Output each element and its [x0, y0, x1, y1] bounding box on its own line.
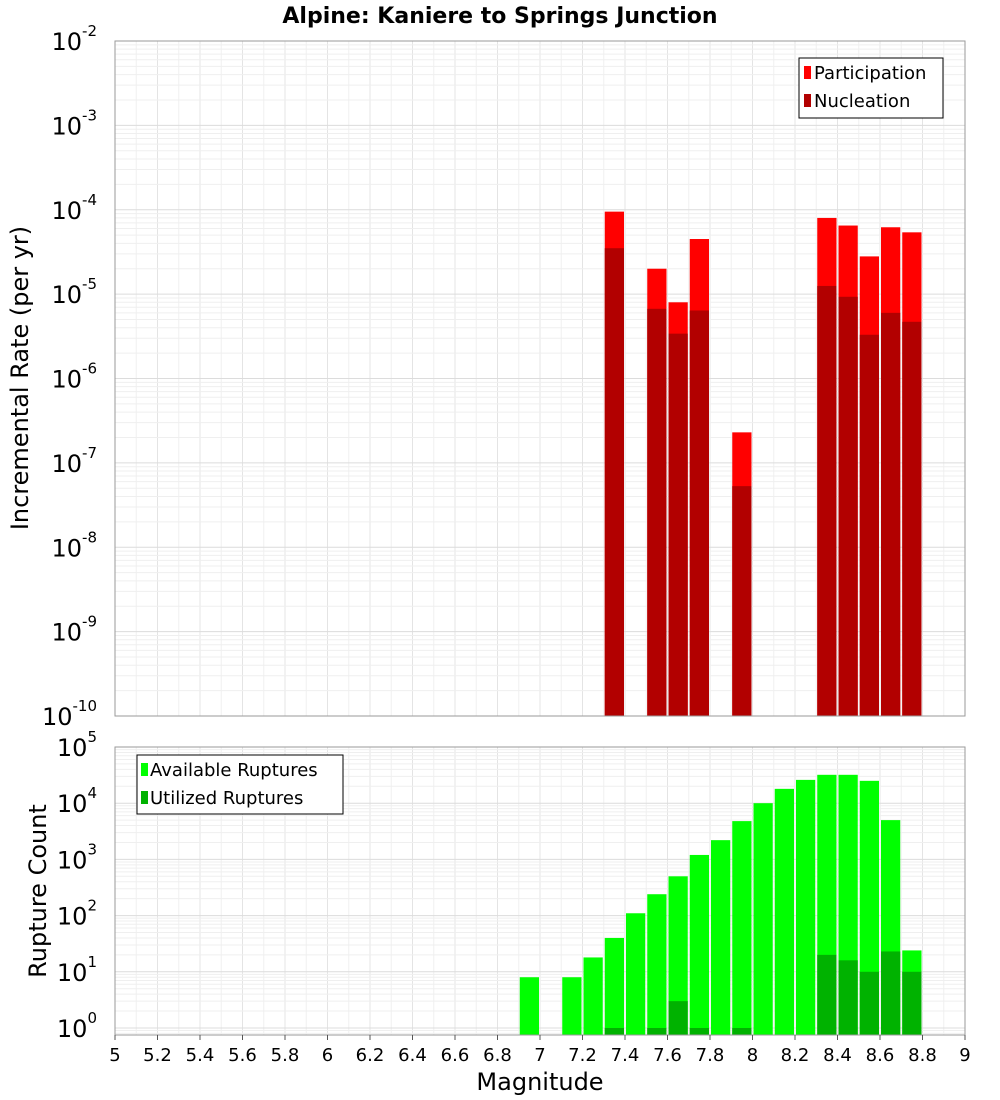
legend-swatch [804, 94, 811, 107]
x-tick-label: 5.6 [228, 1045, 257, 1066]
rate-bar-nucleation [668, 333, 688, 716]
rate-y-tick-label: 10-3 [51, 106, 97, 140]
count-bar-available-ruptures [668, 876, 688, 1035]
x-tick-label: 6.8 [483, 1045, 512, 1066]
x-tick-label: 5.2 [143, 1045, 172, 1066]
rate-bar-nucleation [647, 308, 667, 716]
x-tick-label: 9 [959, 1045, 970, 1066]
count-bar-utilized-ruptures [668, 1001, 688, 1035]
chart-title: Alpine: Kaniere to Springs Junction [282, 4, 717, 29]
x-tick-label: 6.2 [356, 1045, 385, 1066]
count-bar-utilized-ruptures [689, 1027, 709, 1035]
count-bar-utilized-ruptures [859, 971, 879, 1035]
x-tick-label: 7 [534, 1045, 545, 1066]
rate-bar-nucleation [881, 312, 901, 716]
x-tick-label: 7.4 [611, 1045, 640, 1066]
count-bar-utilized-ruptures [881, 951, 901, 1035]
count-bar-utilized-ruptures [647, 1027, 667, 1035]
count-bar-available-ruptures [626, 913, 646, 1035]
count-y-tick-label: 101 [57, 953, 97, 987]
legend-label: Utilized Ruptures [150, 788, 303, 809]
count-bar-available-ruptures [711, 840, 731, 1035]
legend-label: Participation [814, 63, 926, 84]
rate-bar-nucleation [604, 248, 624, 717]
count-y-tick-label: 105 [57, 728, 97, 762]
rate-bar-nucleation [838, 296, 858, 716]
x-tick-label: 8.2 [781, 1045, 810, 1066]
legend-swatch [804, 66, 811, 79]
rate-bar-nucleation [817, 285, 837, 716]
x-axis-label: Magnitude [476, 1068, 603, 1096]
rate-legend [798, 57, 944, 119]
count-bar-available-ruptures [604, 937, 624, 1035]
rate-bar-nucleation [689, 310, 709, 716]
count-bar-utilized-ruptures [838, 960, 858, 1035]
y-axis-label-rate: Incremental Rate (per yr) [6, 226, 34, 530]
legend-swatch [141, 763, 148, 776]
rate-y-tick-label: 10-6 [51, 360, 97, 394]
rate-y-tick-label: 10-8 [51, 528, 97, 562]
rate-y-tick-label: 10-2 [51, 22, 97, 56]
x-tick-label: 8.6 [866, 1045, 895, 1066]
rate-plot-frame [114, 40, 966, 717]
x-tick-label: 8.8 [908, 1045, 937, 1066]
rate-y-tick-label: 10-4 [51, 191, 97, 225]
x-tick-label: 6 [322, 1045, 333, 1066]
rate-bar-nucleation [732, 486, 752, 716]
count-bar-utilized-ruptures [902, 971, 922, 1035]
x-tick-label: 5.4 [186, 1045, 215, 1066]
rate-y-tick-label: 10-7 [51, 444, 97, 478]
count-bar-available-ruptures [796, 779, 816, 1035]
x-tick-label: 8 [747, 1045, 758, 1066]
rate-bar-nucleation [902, 321, 922, 716]
count-bar-available-ruptures [774, 788, 794, 1035]
x-tick-label: 7.8 [696, 1045, 725, 1066]
count-bar-available-ruptures [689, 854, 709, 1035]
legend-label: Nucleation [814, 91, 910, 112]
count-bar-utilized-ruptures [817, 954, 837, 1035]
count-bar-utilized-ruptures [604, 1027, 624, 1035]
count-y-tick-label: 104 [57, 784, 97, 818]
x-tick-label: 5 [109, 1045, 120, 1066]
count-legend [136, 754, 344, 815]
rupture-count-panel: 100 101 102 103 104 105 Available Ruptures Util… [57, 728, 971, 1066]
y-axis-label-count: Rupture Count [24, 804, 52, 978]
x-tick-label: 6.4 [398, 1045, 427, 1066]
rate-bar-nucleation [859, 334, 879, 716]
x-tick-label: 7.6 [653, 1045, 682, 1066]
incremental-rate-panel: 10-10 10-9 10-8 10-7 10-6 10-5 10-4 10-3 10-2 Par… [42, 22, 966, 731]
count-y-tick-label: 100 [57, 1009, 97, 1043]
count-bar-available-ruptures [753, 803, 773, 1035]
count-bar-available-ruptures [732, 821, 752, 1035]
count-y-tick-label: 103 [57, 840, 97, 874]
count-y-tick-label: 102 [57, 897, 97, 931]
legend-label: Available Ruptures [150, 760, 318, 781]
count-bar-available-ruptures [562, 977, 582, 1035]
rate-y-tick-label: 10-5 [51, 275, 97, 309]
x-tick-label: 6.6 [441, 1045, 470, 1066]
count-bar-available-ruptures [583, 957, 603, 1035]
count-bar-available-ruptures [647, 894, 667, 1035]
x-tick-label: 8.4 [823, 1045, 852, 1066]
count-bar-available-ruptures [859, 780, 879, 1035]
count-bar-utilized-ruptures [732, 1027, 752, 1035]
legend-swatch [141, 791, 148, 804]
count-bar-available-ruptures [519, 977, 539, 1035]
x-tick-label: 7.2 [568, 1045, 597, 1066]
rate-y-tick-label: 10-9 [51, 613, 97, 647]
x-tick-label: 5.8 [271, 1045, 300, 1066]
rate-y-tick-label: 10-10 [42, 697, 97, 731]
